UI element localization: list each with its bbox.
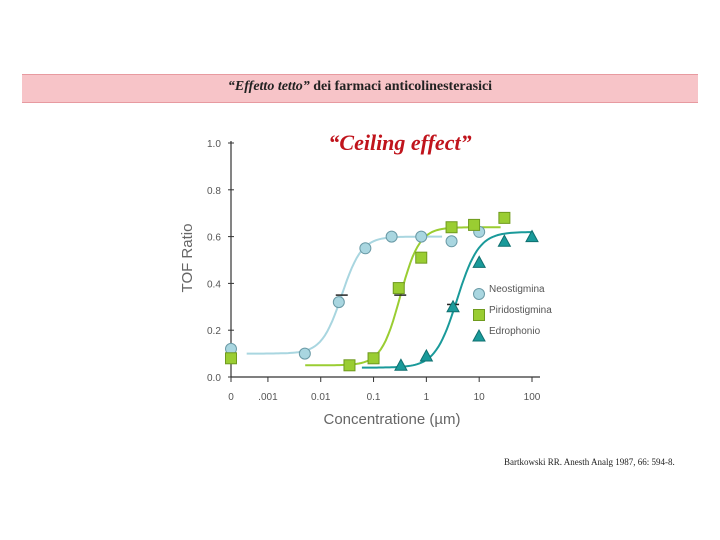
x-tick-label-5: 10 <box>474 392 486 403</box>
legend-label-edrophonio: Edrophonio <box>489 326 541 337</box>
piridostigmina-point-1 <box>343 359 356 372</box>
slide-banner: “Effetto tetto” dei farmaci anticolinest… <box>22 74 698 103</box>
edrophonio-point-0 <box>394 358 408 371</box>
curve-piridostigmina <box>305 226 501 367</box>
neostigmina-point-4 <box>385 230 398 243</box>
legend-marker-edrophonio <box>472 328 486 342</box>
neostigmina-point-1 <box>298 347 311 360</box>
slide-heading: “Effetto tetto” dei farmaci anticolinest… <box>22 79 698 95</box>
legend-label-piridostigmina: Piridostigmina <box>489 305 552 316</box>
slide-heading-rest: dei farmaci anticolinesterasici <box>309 79 493 94</box>
curve-neostigmina <box>246 235 443 355</box>
piridostigmina-point-7 <box>498 211 511 224</box>
neostigmina-point-6 <box>445 235 458 248</box>
x-tick-label-4: 1 <box>424 392 430 403</box>
y-tick-label-5: 1.0 <box>207 139 221 150</box>
neostigmina-point-3 <box>359 242 372 255</box>
edrophonio-point-3 <box>472 255 487 268</box>
piridostigmina-point-0 <box>225 352 237 365</box>
piridostigmina-point-5 <box>445 221 458 234</box>
x-tick-label-6: 100 <box>524 392 541 403</box>
legend-marker-neostigmina <box>473 288 485 300</box>
neostigmina-point-5 <box>415 230 428 243</box>
y-axis-title: TOF Ratio <box>179 224 196 293</box>
y-tick-label-3: 0.6 <box>207 233 221 244</box>
x-tick-label-3: 0.1 <box>367 392 381 403</box>
x-axis-title: Concentratione (µm) <box>323 411 460 428</box>
curve-edrophonio <box>361 231 532 369</box>
edrophonio-point-2 <box>446 299 460 313</box>
edrophonio-point-4 <box>497 234 512 247</box>
x-tick-label-2: 0.01 <box>311 392 331 403</box>
chart-title: “Ceiling effect” <box>328 130 472 155</box>
x-tick-label-1: .001 <box>258 392 278 403</box>
legend-marker-piridostigmina <box>473 309 485 321</box>
neostigmina-point-2 <box>332 296 345 309</box>
y-tick-label-4: 0.8 <box>207 186 221 197</box>
piridostigmina-point-3 <box>392 282 405 295</box>
y-tick-label-0: 0.0 <box>207 373 221 384</box>
slide-heading-italic: “Effetto tetto” <box>227 79 310 94</box>
x-tick-label-0: 0 <box>228 392 234 403</box>
piridostigmina-point-2 <box>367 352 380 365</box>
citation: Bartkowski RR. Anesth Analg 1987, 66: 59… <box>504 457 675 467</box>
edrophonio-point-1 <box>419 348 434 362</box>
y-tick-label-2: 0.4 <box>207 279 221 290</box>
y-tick-label-1: 0.2 <box>207 326 221 337</box>
legend-label-neostigmina: Neostigmina <box>489 284 545 295</box>
piridostigmina-point-4 <box>415 251 428 264</box>
edrophonio-point-5 <box>525 229 539 243</box>
piridostigmina-point-6 <box>468 218 481 231</box>
